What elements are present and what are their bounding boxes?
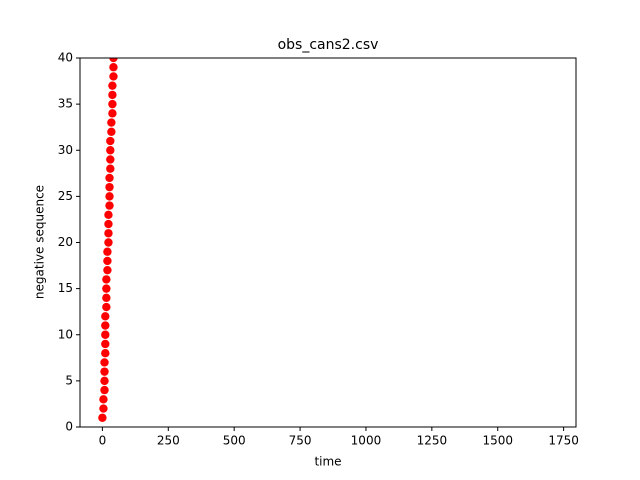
point [101, 321, 110, 330]
y-tick-label: 10 [58, 327, 73, 341]
y-tick-label: 40 [58, 51, 73, 65]
point [101, 349, 110, 358]
x-tick-label: 1250 [417, 434, 448, 448]
y-tick-label: 25 [58, 189, 73, 203]
x-tick-label: 0 [99, 434, 107, 448]
point [104, 229, 113, 238]
y-tick-label: 5 [65, 373, 73, 387]
point [104, 238, 113, 247]
point [106, 136, 115, 146]
y-tick-label: 30 [58, 143, 73, 157]
point [98, 413, 107, 422]
point [108, 99, 117, 109]
x-tick-label: 250 [157, 434, 180, 448]
point [108, 109, 117, 118]
point [108, 81, 117, 90]
point [100, 376, 109, 386]
point [105, 192, 114, 201]
point [109, 72, 118, 81]
point [102, 293, 111, 303]
plot-area [98, 58, 118, 422]
point [100, 385, 109, 395]
point [101, 330, 110, 339]
point [104, 219, 113, 229]
point [99, 395, 108, 404]
point [105, 182, 114, 192]
x-tick-label: 750 [289, 434, 312, 448]
y-tick-label: 0 [65, 420, 73, 434]
point [101, 339, 110, 349]
point [103, 247, 112, 256]
point [107, 118, 116, 127]
x-tick-label: 1000 [351, 434, 382, 448]
y-axis-label: negative sequence [33, 185, 47, 299]
point [102, 284, 111, 293]
point [106, 155, 115, 164]
point [102, 302, 111, 312]
point [102, 275, 111, 284]
x-tick-label: 500 [223, 434, 246, 448]
point [100, 358, 109, 367]
chart-title: obs_cans2.csv [278, 37, 379, 53]
x-axis-label: time [314, 455, 341, 469]
point [101, 312, 110, 321]
point [103, 256, 112, 266]
point [105, 201, 114, 210]
x-tick-label: 1750 [548, 434, 579, 448]
y-tick-label: 35 [58, 97, 73, 111]
point [106, 146, 115, 155]
y-tick-label: 15 [58, 281, 73, 295]
x-tick-label: 1500 [482, 434, 513, 448]
point [104, 210, 113, 220]
point [106, 164, 115, 173]
point [107, 127, 116, 136]
point [109, 58, 118, 63]
y-tick-label: 20 [58, 235, 73, 249]
point [100, 367, 109, 376]
point [108, 90, 117, 100]
point [99, 404, 108, 413]
point [109, 63, 118, 72]
point [105, 173, 114, 183]
point [103, 265, 112, 275]
